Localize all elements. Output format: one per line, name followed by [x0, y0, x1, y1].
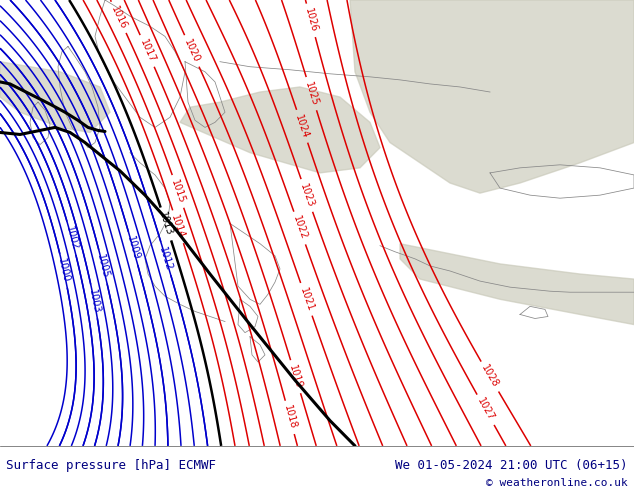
Text: 1013: 1013: [157, 211, 174, 237]
Polygon shape: [350, 0, 634, 193]
Polygon shape: [0, 62, 110, 132]
Text: 1025: 1025: [303, 80, 320, 107]
Polygon shape: [180, 87, 380, 173]
Text: 1002: 1002: [63, 225, 80, 251]
Text: 1005: 1005: [95, 254, 111, 280]
Text: 1021: 1021: [297, 286, 315, 313]
Polygon shape: [400, 244, 634, 324]
Point: [0, 442, 5, 450]
Point: [0, 442, 5, 450]
Text: 1017: 1017: [138, 38, 157, 64]
Point: [0, 442, 5, 450]
Text: 1020: 1020: [182, 38, 202, 64]
Text: 1015: 1015: [169, 178, 187, 205]
Text: 1024: 1024: [294, 113, 311, 140]
Point: [0, 442, 5, 450]
Text: 1023: 1023: [298, 182, 316, 209]
Text: 1027: 1027: [475, 396, 496, 423]
Text: 1028: 1028: [479, 364, 500, 390]
Text: 1026: 1026: [303, 7, 319, 33]
Text: Surface pressure [hPa] ECMWF: Surface pressure [hPa] ECMWF: [6, 459, 216, 472]
Point: [0, 442, 5, 450]
Text: 1003: 1003: [87, 288, 101, 314]
Point: [0, 442, 5, 450]
Point: [0, 442, 5, 450]
Text: © weatheronline.co.uk: © weatheronline.co.uk: [486, 478, 628, 488]
Text: 1014: 1014: [169, 214, 186, 240]
Text: 1019: 1019: [287, 364, 304, 390]
Point: [0, 442, 5, 450]
Text: 1012: 1012: [157, 245, 174, 272]
Text: 1016: 1016: [109, 4, 129, 30]
Text: 1009: 1009: [125, 235, 141, 262]
Point: [0, 442, 5, 450]
Text: 1022: 1022: [291, 215, 309, 242]
Point: [0, 442, 5, 450]
Point: [0, 442, 5, 450]
Point: [0, 442, 5, 450]
Point: [0, 442, 5, 450]
Point: [0, 442, 5, 450]
Text: We 01-05-2024 21:00 UTC (06+15): We 01-05-2024 21:00 UTC (06+15): [395, 459, 628, 472]
Text: 1000: 1000: [56, 258, 71, 284]
Text: 1018: 1018: [281, 404, 298, 431]
